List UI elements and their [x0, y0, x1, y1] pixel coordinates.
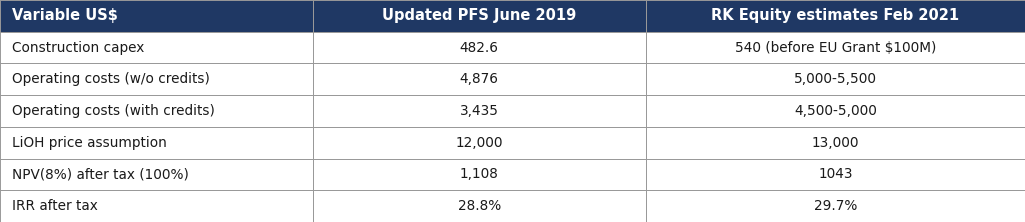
- Bar: [313, 63, 646, 95]
- Text: 3,435: 3,435: [459, 104, 499, 118]
- Text: LiOH price assumption: LiOH price assumption: [12, 136, 167, 150]
- Bar: [0, 0, 313, 32]
- Text: 5,000-5,500: 5,000-5,500: [794, 72, 876, 86]
- Bar: [646, 127, 1025, 159]
- Text: Operating costs (w/o credits): Operating costs (w/o credits): [12, 72, 210, 86]
- Text: Variable US$: Variable US$: [12, 8, 118, 23]
- Text: IRR after tax: IRR after tax: [12, 199, 98, 213]
- Text: 13,000: 13,000: [812, 136, 859, 150]
- Text: RK Equity estimates Feb 2021: RK Equity estimates Feb 2021: [711, 8, 959, 23]
- Bar: [0, 127, 313, 159]
- Text: 540 (before EU Grant $100M): 540 (before EU Grant $100M): [735, 41, 936, 55]
- Text: 1,108: 1,108: [460, 167, 498, 181]
- Bar: [0, 95, 313, 127]
- Text: Construction capex: Construction capex: [12, 41, 145, 55]
- Text: 482.6: 482.6: [460, 41, 498, 55]
- Text: 12,000: 12,000: [455, 136, 503, 150]
- Bar: [646, 0, 1025, 32]
- Bar: [313, 190, 646, 222]
- Text: 29.7%: 29.7%: [814, 199, 857, 213]
- Bar: [313, 127, 646, 159]
- Text: Operating costs (with credits): Operating costs (with credits): [12, 104, 215, 118]
- Bar: [313, 95, 646, 127]
- Bar: [0, 63, 313, 95]
- Bar: [313, 32, 646, 63]
- Bar: [646, 95, 1025, 127]
- Bar: [0, 159, 313, 190]
- Text: 28.8%: 28.8%: [457, 199, 501, 213]
- Bar: [0, 190, 313, 222]
- Bar: [646, 32, 1025, 63]
- Bar: [0, 32, 313, 63]
- Bar: [646, 190, 1025, 222]
- Text: 4,500-5,000: 4,500-5,000: [794, 104, 876, 118]
- Text: Updated PFS June 2019: Updated PFS June 2019: [382, 8, 576, 23]
- Text: NPV(8%) after tax (100%): NPV(8%) after tax (100%): [12, 167, 190, 181]
- Text: 1043: 1043: [818, 167, 853, 181]
- Bar: [313, 159, 646, 190]
- Text: 4,876: 4,876: [460, 72, 498, 86]
- Bar: [646, 63, 1025, 95]
- Bar: [313, 0, 646, 32]
- Bar: [646, 159, 1025, 190]
